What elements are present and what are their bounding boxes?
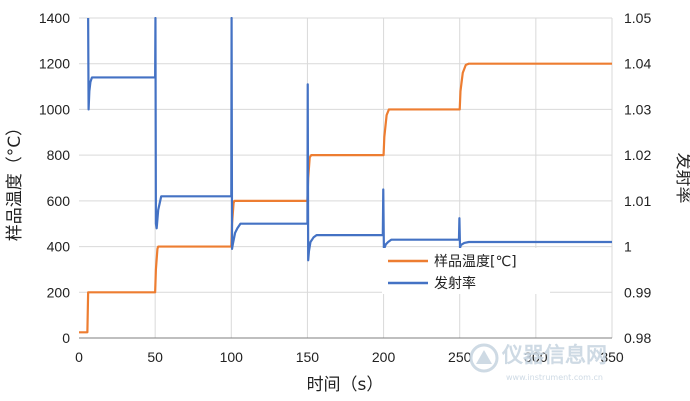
tick-labels: 02004006008001000120014000.980.9911.011.… [39,10,652,365]
y-right-tick-label: 1.01 [624,193,651,209]
legend: 样品温度[℃] 发射率 [382,248,550,294]
x-tick-label: 350 [600,349,624,365]
y-right-tick-label: 0.99 [624,284,651,300]
y-left-tick-label: 1200 [39,56,70,72]
y-right-tick-label: 1.02 [624,147,651,163]
x-tick-label: 100 [220,349,244,365]
x-tick-label: 0 [75,349,83,365]
y-right-tick-label: 1.04 [624,56,651,72]
y-right-tick-label: 1 [624,239,632,255]
legend-label-emissivity: 发射率 [434,275,476,292]
x-tick-label: 200 [372,349,396,365]
y-left-tick-label: 400 [47,239,71,255]
legend-label-temperature: 样品温度[℃] [434,254,517,270]
x-tick-label: 150 [296,349,320,365]
watermark: 仪器信息网 www.instrument.com.cn [469,343,607,382]
x-tick-label: 250 [448,349,472,365]
y-axis-right-title: 发射率 [673,153,690,204]
y-right-tick-label: 1.03 [624,101,651,117]
y-right-tick-label: 1.05 [624,10,651,26]
watermark-url: www.instrument.com.cn [506,373,603,382]
y-left-tick-label: 200 [47,284,71,300]
y-left-tick-label: 600 [47,193,71,209]
instrument-logo-icon [469,343,499,373]
x-tick-label: 300 [524,349,548,365]
series-line-emissivity [87,17,612,262]
y-left-tick-label: 1400 [39,10,70,26]
y-left-tick-label: 0 [62,330,70,346]
x-tick-label: 50 [147,349,163,365]
y-axis-left-title: 样品温度（°C） [5,119,25,241]
y-left-tick-label: 1000 [39,101,70,117]
legend-background [382,248,550,294]
y-right-tick-label: 0.98 [624,330,651,346]
x-axis-title: 时间（s） [307,375,384,395]
watermark-text: 仪器信息网 [501,343,607,367]
y-left-tick-label: 800 [47,147,71,163]
series [79,17,612,334]
